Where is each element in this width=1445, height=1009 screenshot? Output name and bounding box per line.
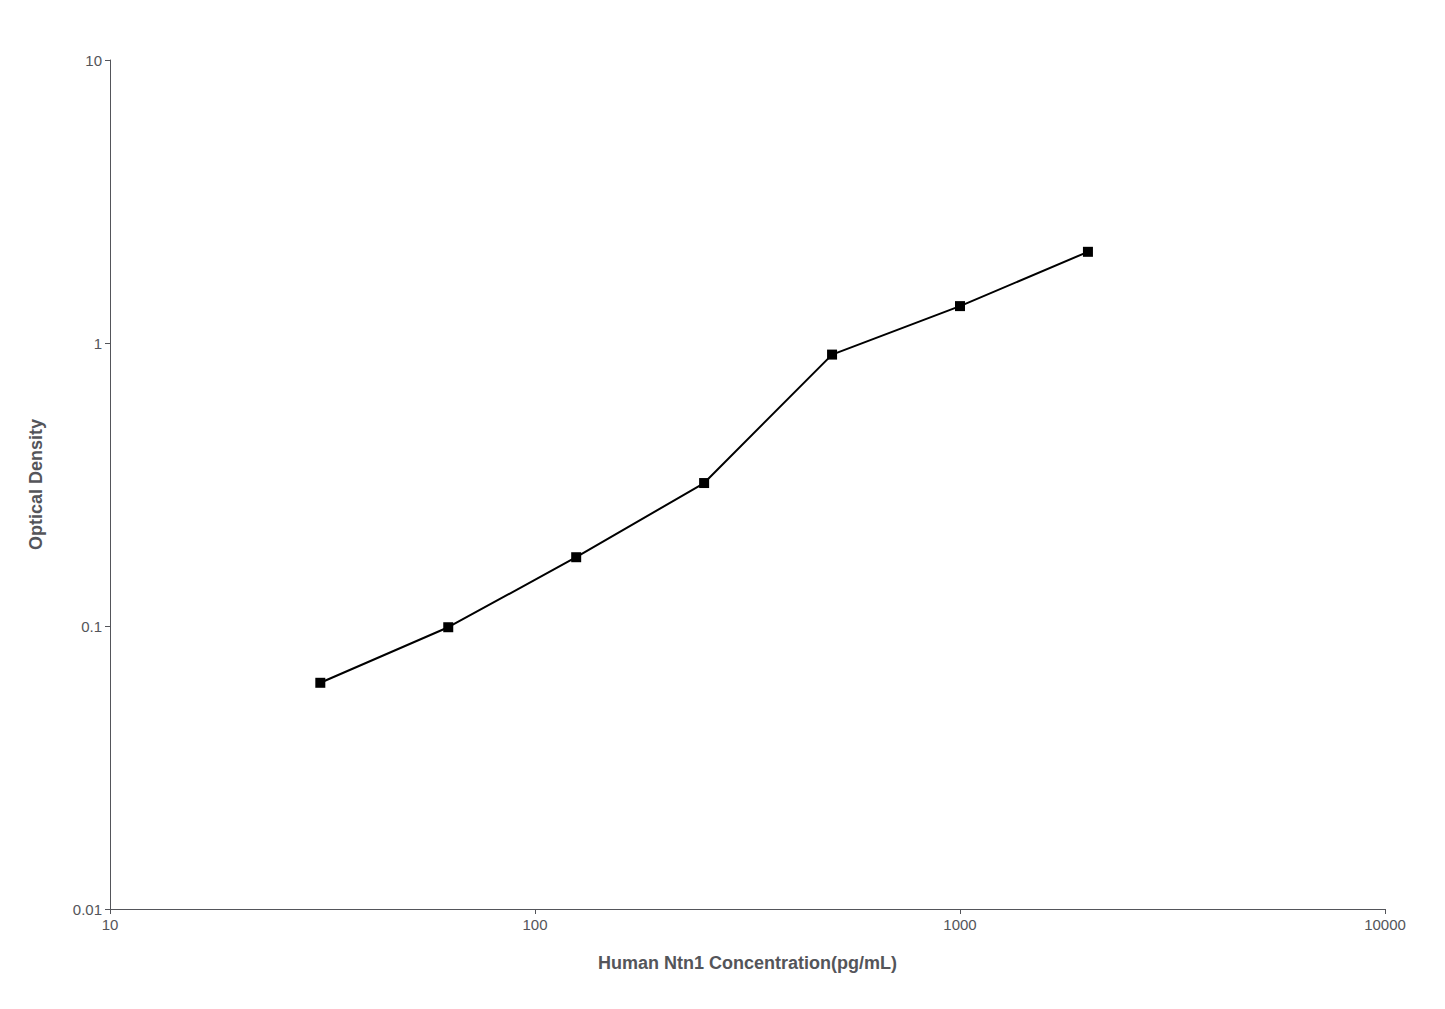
svg-text:10: 10 bbox=[85, 52, 102, 69]
svg-text:100: 100 bbox=[522, 916, 547, 933]
svg-text:Optical Density: Optical Density bbox=[26, 419, 46, 550]
svg-text:1000: 1000 bbox=[943, 916, 976, 933]
svg-text:10: 10 bbox=[102, 916, 119, 933]
svg-text:0.01: 0.01 bbox=[73, 901, 102, 918]
svg-text:1: 1 bbox=[94, 335, 102, 352]
svg-text:10000: 10000 bbox=[1364, 916, 1406, 933]
svg-text:0.1: 0.1 bbox=[81, 618, 102, 635]
svg-text:Human Ntn1 Concentration(pg/mL: Human Ntn1 Concentration(pg/mL) bbox=[598, 953, 897, 973]
